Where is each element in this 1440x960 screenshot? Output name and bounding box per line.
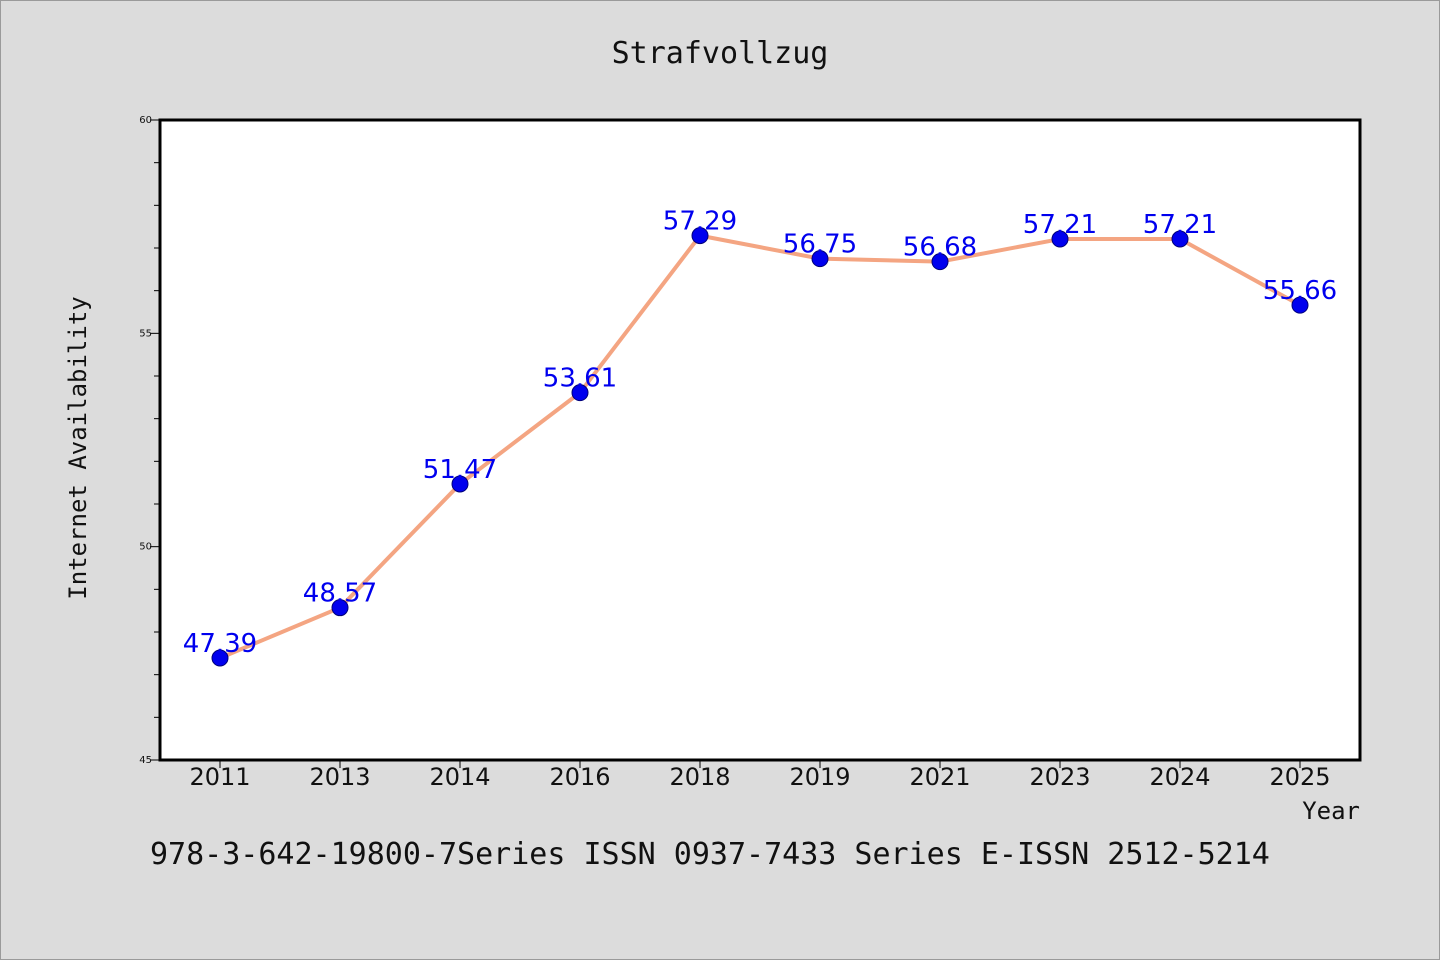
data-label: 56.68 [903, 233, 977, 263]
y-tick-label: 50 [139, 542, 152, 553]
data-point [691, 227, 709, 245]
data-point [451, 475, 469, 493]
data-label: 57.21 [1143, 210, 1217, 240]
data-label: 53.61 [543, 364, 617, 394]
data-label: 55.66 [1263, 276, 1337, 306]
x-tick-label: 2024 [1149, 763, 1210, 791]
data-label: 57.21 [1023, 210, 1097, 240]
x-tick-label: 2018 [669, 763, 730, 791]
data-point [571, 384, 589, 402]
y-axis: 45 50 55 60 [139, 115, 160, 766]
data-point [1171, 230, 1189, 248]
data-point [211, 649, 229, 667]
series-line [219, 233, 1301, 660]
data-point [331, 599, 349, 617]
data-label: 47.39 [183, 629, 257, 659]
y-tick-label: 45 [139, 755, 152, 766]
data-label: 48.57 [303, 579, 377, 609]
plot-area [158, 118, 1362, 762]
data-point [1291, 296, 1309, 314]
y-tick-label: 60 [139, 115, 152, 126]
y-tick-label: 55 [139, 328, 152, 339]
x-axis-title: Year [1302, 797, 1360, 825]
data-markers [211, 227, 1309, 667]
x-tick-label: 2023 [1029, 763, 1090, 791]
x-tick-label: 2019 [789, 763, 850, 791]
chart-title: Strafvollzug [612, 36, 829, 71]
data-labels: 47.39 48.57 51.47 53.61 57.29 56.75 56.68 57.21… [183, 207, 1337, 659]
data-label: 57.29 [663, 207, 737, 237]
data-point [811, 250, 829, 268]
data-point [931, 253, 949, 271]
x-tick-label: 2025 [1269, 763, 1330, 791]
x-tick-label: 2013 [309, 763, 370, 791]
x-tick-label: 2021 [909, 763, 970, 791]
data-label: 56.75 [783, 230, 857, 260]
data-point [1051, 230, 1069, 248]
y-axis-title: Internet Availability [64, 296, 92, 599]
x-tick-label: 2016 [549, 763, 610, 791]
chart-caption: 978-3-642-19800-7Series ISSN 0937-7433 S… [150, 837, 1270, 872]
x-axis: 2011 2013 2014 2016 2018 2019 2021 2023 2024 2025 [189, 760, 1331, 791]
x-tick-label: 2011 [189, 763, 250, 791]
data-label: 51.47 [423, 455, 497, 485]
x-tick-label: 2014 [429, 763, 490, 791]
